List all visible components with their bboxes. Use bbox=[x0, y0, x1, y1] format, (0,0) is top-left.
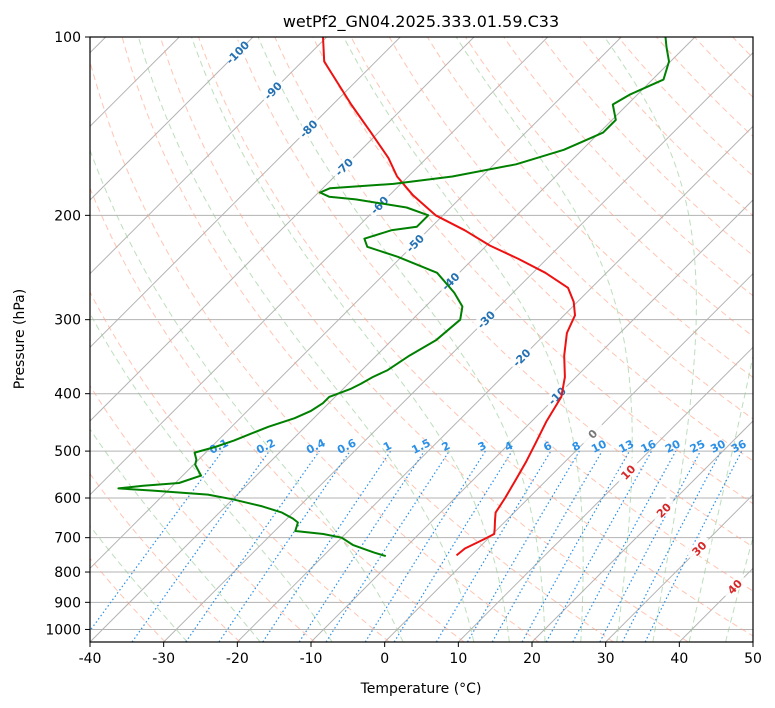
y-axis: 100 200 300 400 500 600 700 800 900 1000 bbox=[45, 30, 90, 638]
y-tick-label: 100 bbox=[54, 30, 81, 46]
isotherm-line bbox=[90, 37, 695, 642]
moist-adiabat-line bbox=[726, 37, 775, 642]
mixing-ratio-label: 20 bbox=[663, 437, 683, 456]
moist-adiabat-line bbox=[0, 37, 260, 642]
mixing-ratio-label: 25 bbox=[688, 437, 708, 456]
y-tick-label: 900 bbox=[54, 595, 81, 611]
mixing-ratio-label: 0.4 bbox=[304, 436, 328, 457]
dry-adiabat-line bbox=[389, 37, 775, 642]
mixing-ratio-line bbox=[82, 451, 223, 642]
dry-adiabat-line bbox=[733, 37, 775, 642]
dry-adiabat-line bbox=[8, 37, 390, 642]
isotherm-line bbox=[0, 37, 253, 642]
x-axis-label: Temperature (°C) bbox=[360, 681, 482, 697]
y-axis-label: Pressure (hPa) bbox=[12, 289, 28, 389]
mixing-ratio-label: 1 bbox=[381, 439, 394, 454]
y-tick-label: 1000 bbox=[45, 622, 81, 638]
x-tick-label: -20 bbox=[226, 651, 249, 667]
x-tick-label: 0 bbox=[380, 651, 389, 667]
mixing-ratio-label: 1.5 bbox=[409, 436, 432, 456]
isotherm-line bbox=[532, 37, 775, 642]
moist-adiabat-line bbox=[0, 37, 332, 642]
isotherm-line bbox=[385, 37, 775, 642]
dry-adiabat-line bbox=[656, 37, 775, 642]
mixing-ratio-label: 6 bbox=[541, 439, 554, 454]
isotherm-line bbox=[164, 37, 769, 642]
mixing-ratio-line bbox=[436, 451, 551, 642]
dry-adiabat-line bbox=[504, 37, 775, 642]
chart-title: wetPf2_GN04.2025.333.01.59.C33 bbox=[283, 12, 559, 32]
mixing-ratio-label: 2 bbox=[440, 439, 453, 454]
y-tick-label: 300 bbox=[54, 313, 81, 329]
x-axis: -40 -30 -20 -10 0 10 20 30 40 50 bbox=[79, 642, 762, 667]
plot-frame bbox=[90, 37, 753, 642]
x-tick-label: 30 bbox=[597, 651, 615, 667]
y-tick-label: 200 bbox=[54, 208, 81, 224]
isotherm-label: -100 bbox=[224, 38, 253, 67]
x-tick-label: 40 bbox=[670, 651, 688, 667]
mixing-ratio-line bbox=[522, 451, 629, 642]
mixing-ratio-line bbox=[219, 451, 350, 642]
plot-area: 0.1 0.2 0.4 0.6 1 1.5 2 3 4 6 8 10 13 16 20 25 30 36-100-… bbox=[0, 37, 775, 642]
moist-adiabat-line bbox=[0, 37, 187, 642]
y-tick-label: 600 bbox=[54, 491, 81, 507]
y-tick-label: 800 bbox=[54, 565, 81, 581]
mixing-ratio-line bbox=[600, 451, 701, 642]
mixing-ratio-label: 0.2 bbox=[254, 436, 277, 456]
x-tick-label: 10 bbox=[449, 651, 467, 667]
isotherm-line bbox=[0, 37, 400, 642]
moist-adiabat-line bbox=[344, 37, 584, 642]
temperature-profile-line bbox=[323, 37, 575, 555]
dry-adiabat-line bbox=[351, 37, 775, 642]
mixing-ratio-line bbox=[546, 451, 651, 642]
dry-adiabat-line bbox=[466, 37, 775, 642]
mixing-ratio-label: 0.6 bbox=[335, 436, 359, 457]
moist-adiabat-line bbox=[59, 37, 404, 642]
y-tick-label: 500 bbox=[54, 444, 81, 460]
dry-adiabat-line bbox=[542, 37, 775, 642]
dry-adiabat-line bbox=[695, 37, 775, 642]
y-tick-label: 700 bbox=[54, 531, 81, 547]
isotherm-line bbox=[753, 37, 775, 642]
dry-adiabat-line bbox=[0, 37, 315, 642]
mixing-ratio-label: 16 bbox=[639, 437, 659, 456]
mixing-ratio-line bbox=[326, 451, 449, 642]
x-tick-label: -30 bbox=[152, 651, 175, 667]
isotherm-line bbox=[0, 37, 327, 642]
x-tick-label: -40 bbox=[79, 651, 102, 667]
dry-adiabat-line bbox=[771, 37, 775, 642]
x-tick-label: 50 bbox=[744, 651, 762, 667]
dry-adiabat-line bbox=[427, 37, 775, 642]
y-tick-label: 400 bbox=[54, 387, 81, 403]
mixing-ratio-label: 30 bbox=[708, 437, 728, 456]
mixing-ratio-label: 13 bbox=[617, 437, 637, 456]
x-tick-label: 20 bbox=[523, 651, 541, 667]
dry-adiabat-line bbox=[0, 37, 240, 642]
x-tick-label: -10 bbox=[300, 651, 323, 667]
